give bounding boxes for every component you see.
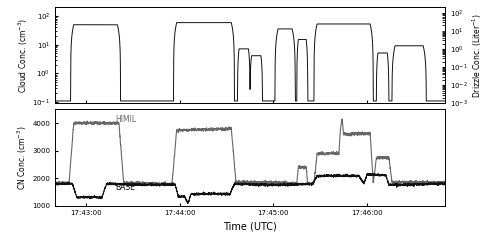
X-axis label: Time (UTC): Time (UTC) xyxy=(223,222,277,232)
Text: HIMIL: HIMIL xyxy=(116,115,136,124)
Text: BASE: BASE xyxy=(116,183,136,192)
Y-axis label: CN Conc. (cm$^{-3}$): CN Conc. (cm$^{-3}$) xyxy=(16,125,30,190)
Y-axis label: Drizzle Conc. (Liter$^{-1}$): Drizzle Conc. (Liter$^{-1}$) xyxy=(470,13,484,98)
Y-axis label: Cloud Conc. (cm$^{-3}$): Cloud Conc. (cm$^{-3}$) xyxy=(16,18,30,93)
